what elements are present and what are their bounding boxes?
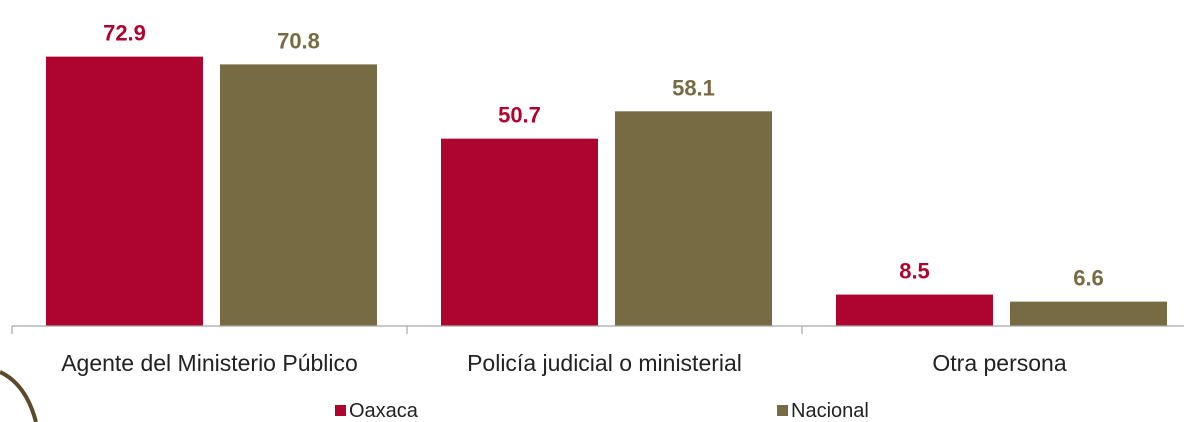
data-label-oaxaca-0: 72.9 xyxy=(103,21,146,46)
legend: Oaxaca Nacional xyxy=(335,400,869,422)
category-label-0: Agente del Ministerio Público xyxy=(61,350,358,376)
legend-swatch-nacional xyxy=(777,405,788,416)
category-label-1: Policía judicial o ministerial xyxy=(467,350,742,376)
bars-group xyxy=(46,56,1167,327)
legend-label-oaxaca: Oaxaca xyxy=(349,400,419,422)
bar-nacional-2 xyxy=(1010,301,1167,326)
legend-swatch-oaxaca xyxy=(335,405,346,416)
data-labels-group: 72.9 70.8 50.7 58.1 8.5 6.6 xyxy=(103,21,1104,291)
data-label-nacional-0: 70.8 xyxy=(277,28,320,53)
data-label-oaxaca-1: 50.7 xyxy=(498,103,541,128)
bar-oaxaca-1 xyxy=(441,138,598,326)
legend-label-nacional: Nacional xyxy=(791,400,869,422)
x-axis-ticks xyxy=(11,326,803,334)
category-labels: Agente del Ministerio Público Policía jud… xyxy=(61,350,1067,376)
data-label-oaxaca-2: 8.5 xyxy=(899,259,930,284)
bar-oaxaca-2 xyxy=(836,294,993,326)
bar-oaxaca-0 xyxy=(46,56,203,327)
category-label-2: Otra persona xyxy=(932,350,1066,376)
bar-nacional-0 xyxy=(220,64,377,327)
data-label-nacional-1: 58.1 xyxy=(672,75,715,100)
bar-nacional-1 xyxy=(615,111,772,327)
data-label-nacional-2: 6.6 xyxy=(1073,266,1104,291)
decorative-corner-arc xyxy=(0,370,38,422)
